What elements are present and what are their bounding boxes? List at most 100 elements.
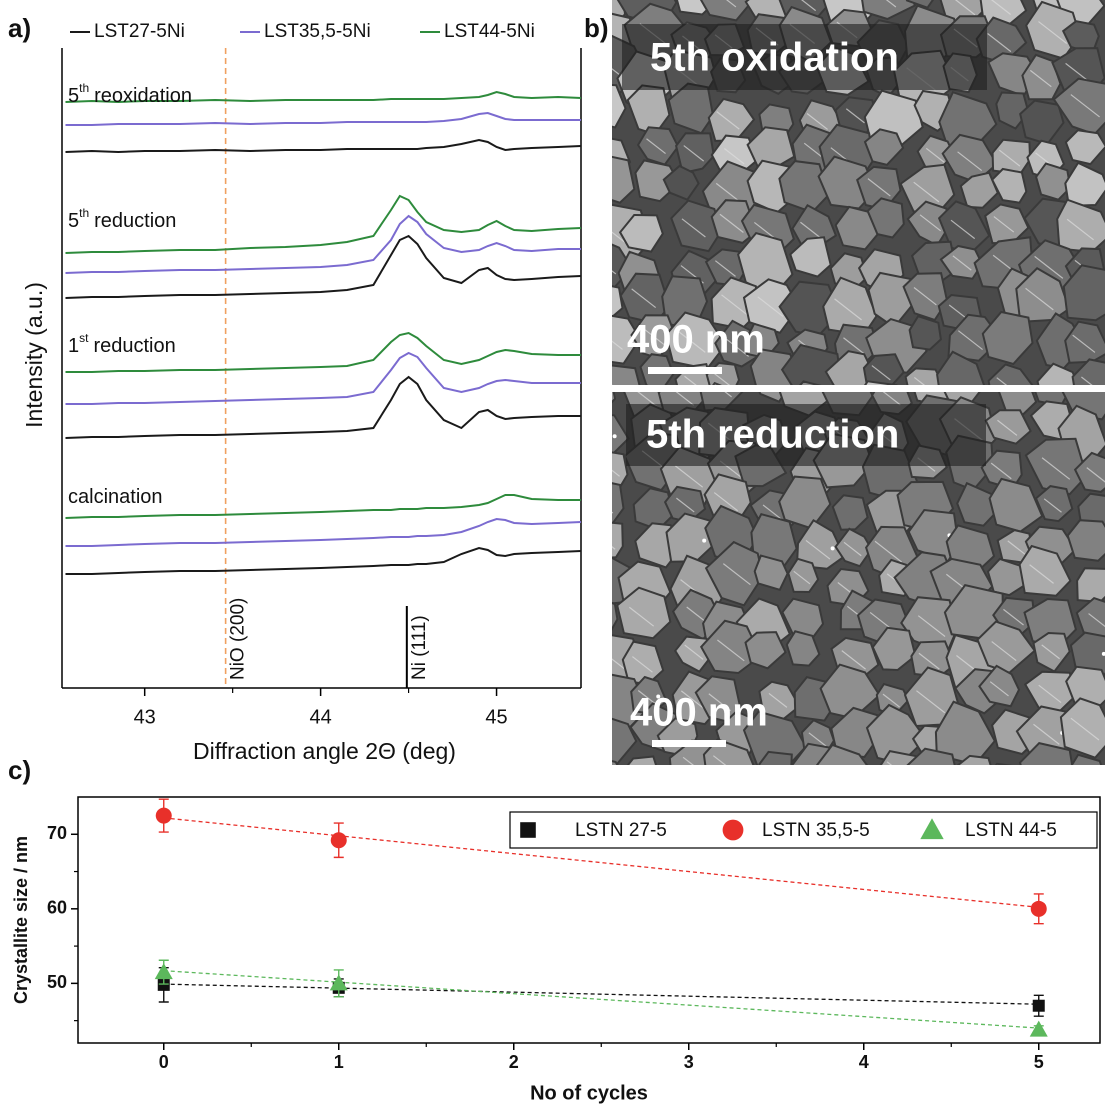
grain	[1066, 519, 1105, 562]
grain-facet	[1007, 540, 1026, 555]
x-tick-label: 43	[134, 706, 156, 728]
grain-facet	[834, 298, 862, 321]
marker	[1032, 999, 1045, 1012]
grain-facet	[793, 570, 811, 585]
grain	[866, 197, 905, 239]
grain-facet	[1043, 498, 1062, 513]
legend-marker	[520, 822, 536, 838]
grain-facet	[643, 328, 665, 346]
grain-facet	[916, 690, 946, 714]
legend-label: LST35,5-5Ni	[264, 21, 371, 42]
group-label: 1st reduction	[68, 331, 176, 357]
image-caption: 5th oxidation	[650, 36, 899, 80]
grain	[626, 755, 658, 765]
trend-line	[163, 970, 1039, 1029]
grain	[831, 494, 869, 531]
grain-facet	[1086, 467, 1105, 483]
panel-label: a)	[8, 13, 31, 43]
grain	[789, 236, 832, 278]
grain	[699, 619, 763, 675]
grain	[959, 171, 999, 209]
grain-facet	[806, 113, 828, 130]
grain-facet	[1025, 287, 1054, 311]
grain	[1071, 358, 1105, 385]
scale-bar-label: 400 nm	[627, 318, 765, 362]
grain-facet	[885, 0, 897, 8]
grain-facet	[1003, 608, 1024, 626]
grain	[612, 392, 617, 404]
grain-facet	[632, 656, 653, 673]
image-caption: 5th reduction	[646, 413, 899, 457]
grain	[612, 155, 636, 204]
grain-facet	[962, 768, 985, 786]
grain	[1070, 753, 1103, 765]
grain-facet	[677, 330, 706, 353]
grain-facet	[841, 650, 866, 670]
grain	[834, 527, 873, 568]
grain	[675, 132, 715, 175]
grain-facet	[987, 33, 1012, 53]
grain-facet	[1041, 457, 1071, 480]
grain	[861, 0, 917, 21]
grain-facet	[1066, 218, 1094, 241]
grain-facet	[882, 693, 900, 708]
grain-facet	[991, 641, 1017, 662]
group-label: calcination	[68, 486, 163, 508]
grain-facet	[681, 218, 706, 238]
grain	[742, 710, 808, 765]
x-tick-label: 2	[509, 1052, 519, 1072]
grain	[956, 754, 992, 765]
grain-facet	[1029, 69, 1052, 88]
grain-facet	[629, 606, 655, 627]
grain	[612, 521, 624, 559]
grain-facet	[708, 693, 731, 712]
grain	[612, 83, 627, 129]
grain	[864, 380, 898, 385]
grain-facet	[882, 392, 901, 406]
grain-facet	[684, 644, 704, 660]
grain	[1018, 544, 1072, 597]
grain-facet	[721, 294, 748, 316]
grain	[990, 167, 1028, 204]
legend-box	[509, 811, 1098, 849]
grain-facet	[1034, 255, 1064, 279]
grain	[744, 631, 787, 670]
grain-facet	[1070, 717, 1100, 741]
grain-facet	[646, 138, 666, 155]
grain-facet	[757, 296, 784, 317]
grain-facet	[993, 216, 1015, 233]
grain	[712, 381, 722, 385]
grain	[780, 343, 842, 385]
legend-label: LSTN 44-5	[965, 820, 1057, 841]
plot-frame	[77, 796, 1101, 1044]
grain	[862, 353, 905, 385]
grain-facet	[768, 692, 788, 708]
grain	[612, 364, 641, 385]
marker	[1029, 1020, 1048, 1037]
grain-facet	[612, 340, 623, 350]
y-tick-label: 70	[47, 823, 67, 843]
group-label-sup: th	[79, 81, 89, 95]
grain-facet	[913, 287, 937, 306]
grain	[995, 91, 1030, 130]
grain-facet	[612, 469, 620, 477]
particle	[830, 546, 835, 551]
grain	[787, 557, 820, 594]
scale-bar-label: 400 nm	[630, 691, 768, 735]
x-tick-label: 45	[485, 706, 507, 728]
particle	[656, 694, 661, 699]
grain	[785, 630, 821, 667]
grain	[618, 213, 664, 253]
xrd-trace	[65, 546, 582, 575]
grain	[662, 164, 700, 201]
grain-facet	[918, 652, 940, 670]
grain	[1076, 567, 1105, 603]
y-tick-label: 60	[47, 898, 67, 918]
grain	[815, 743, 869, 765]
grain-facet	[867, 178, 891, 197]
group-label-text: reduction	[93, 335, 175, 357]
grain	[978, 664, 1021, 708]
grain	[1021, 53, 1062, 101]
grain-facet	[925, 147, 945, 163]
